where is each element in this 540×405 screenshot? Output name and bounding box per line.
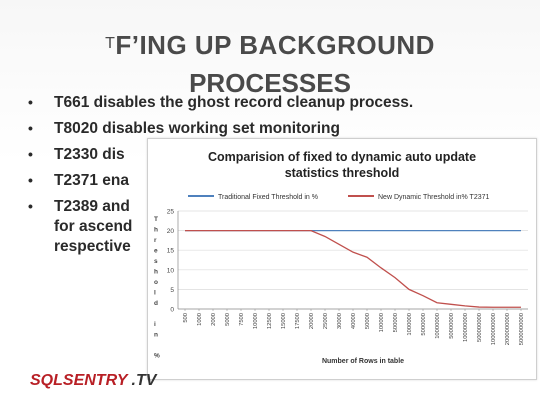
y-tick-label: 0 [170, 307, 174, 314]
y-tick-label: 10 [167, 267, 175, 274]
x-tick-label: 10000000 [435, 313, 441, 339]
x-tick-label: 5000000 [421, 313, 427, 336]
x-tick-label: 17500 [295, 313, 301, 329]
bullet-icon: • [28, 94, 33, 110]
y-tick-label: 25 [167, 209, 175, 216]
sqlsentry-logo: SQLSENTRY .TV [30, 372, 156, 390]
logo-tv: .TV [131, 372, 157, 389]
x-tick-label: 12500 [267, 313, 273, 329]
x-tick-label: 5000000000 [519, 313, 525, 345]
logo-text: SQLSENTRY [30, 372, 128, 389]
x-tick-label: 10000 [253, 313, 259, 329]
y-axis-label-char: h [154, 227, 158, 234]
x-tick-label: 25000 [323, 313, 329, 329]
x-tick-label: 500000000 [477, 313, 483, 342]
y-axis-label-char: n [154, 332, 158, 339]
series-dynamic-line [185, 229, 521, 308]
x-tick-label: 15000 [281, 313, 287, 329]
x-tick-label: 2000 [211, 313, 217, 326]
bullet-icon: • [28, 172, 33, 188]
y-axis-label-char: T [154, 216, 158, 223]
bullet-continuation: for ascend [54, 218, 133, 235]
x-tick-label: 1000000 [407, 313, 413, 336]
y-axis-label-char: s [154, 258, 158, 265]
x-tick-label: 30000 [337, 313, 343, 329]
y-axis-label-char: d [154, 300, 158, 307]
bullet-text: T8020 disables working set monitoring [54, 120, 340, 137]
chart-title-line2: statistics threshold [284, 166, 400, 180]
slide-title-line2: PROCESSES [189, 68, 351, 98]
bullet-text: T661 disables the ghost record cleanup p… [54, 94, 414, 111]
y-tick-label: 15 [167, 248, 175, 255]
y-axis-label-char: r [154, 237, 157, 244]
x-tick-label: 1000000000 [491, 313, 497, 345]
y-tick-label: 20 [167, 228, 175, 235]
y-axis-label-char: o [154, 279, 158, 286]
x-tick-label: 7500 [239, 313, 245, 326]
legend-label-dynamic: New Dynamic Threshold in% T2371 [378, 194, 490, 201]
x-axis-label: Number of Rows in table [322, 358, 404, 365]
x-tick-label: 500000 [393, 313, 399, 332]
x-tick-label: 20000 [309, 313, 315, 329]
bullet-text: T2371 ena [54, 172, 129, 189]
y-axis-label-char: e [154, 248, 158, 255]
bullet-icon: • [28, 120, 33, 136]
x-tick-label: 50000 [365, 313, 371, 329]
y-axis-label-char: i [154, 321, 156, 328]
x-tick-label: 100000000 [463, 313, 469, 342]
x-tick-label: 1000 [197, 313, 203, 326]
bullet-continuation: respective [54, 238, 131, 255]
title-prefix: T [105, 35, 116, 52]
y-axis-label-char: h [154, 269, 158, 276]
title-text-1: F’ING UP BACKGROUND [115, 30, 435, 60]
threshold-chart: Comparision of fixed to dynamic auto upd… [147, 138, 537, 380]
y-tick-label: 5 [170, 287, 174, 294]
chart-plot: Traditional Fixed Threshold in % New Dyna… [154, 194, 528, 365]
x-tick-label: 100000 [379, 313, 385, 332]
x-tick-label: 40000 [351, 313, 357, 329]
x-tick-label: 2000000000 [505, 313, 511, 345]
y-axis-label-char: l [154, 290, 156, 297]
bullet-icon: • [28, 198, 33, 214]
slide-title-line1: TF’ING UP BACKGROUND [0, 30, 540, 61]
y-axis-label-char: % [154, 353, 160, 360]
bullet-text: T2330 dis [54, 146, 125, 163]
bullet-icon: • [28, 146, 33, 162]
bullet-text: T2389 and [54, 198, 130, 215]
chart-title-line1: Comparision of fixed to dynamic auto upd… [207, 150, 477, 164]
x-tick-label: 50000000 [449, 313, 455, 339]
x-tick-label: 500 [183, 313, 189, 323]
legend-label-fixed: Traditional Fixed Threshold in % [218, 194, 318, 201]
x-tick-label: 5000 [225, 313, 231, 326]
